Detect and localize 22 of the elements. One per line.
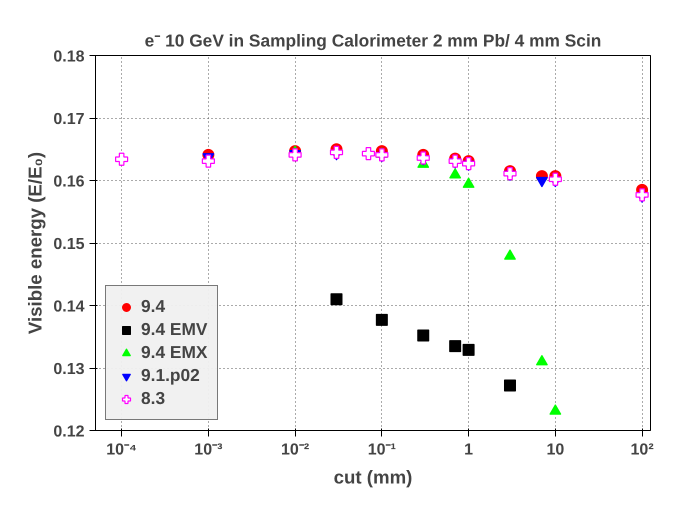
y-tick-label: 0.18 [53,48,85,66]
chart-title: e⁻ 10 GeV in Sampling Calorimeter 2 mm Pb/ 4 mm Scin [144,30,602,50]
y-axis-title: Visible energy (E/E₀) [24,152,46,334]
legend-label: 9.4 EMX [141,342,208,363]
x-tick-label: 10⁻³ [194,442,222,458]
y-tick-label: 0.17 [53,111,85,128]
y-tick-label: 0.13 [53,361,85,378]
y-tick-label: 0.16 [53,174,85,190]
legend-label: 9.4 [141,296,166,317]
y-tick-label: 0.12 [53,424,85,440]
legend-label: 9.1.p02 [141,365,200,386]
y-tick-label: 0.14 [53,298,85,316]
x-tick-label: 10⁻⁴ [106,442,138,458]
y-tick-label: 0.15 [53,236,85,253]
legend-label: 8.3 [141,388,166,409]
legend-label: 9.4 EMV [141,319,208,340]
x-tick-label: 10² [630,442,654,458]
x-tick-label: 10 [546,442,564,458]
x-tick-label: 1 [464,442,474,458]
x-tick-label: 10⁻² [281,442,310,458]
x-axis-title: cut (mm) [334,466,412,488]
x-tick-label: 10⁻¹ [368,442,396,458]
